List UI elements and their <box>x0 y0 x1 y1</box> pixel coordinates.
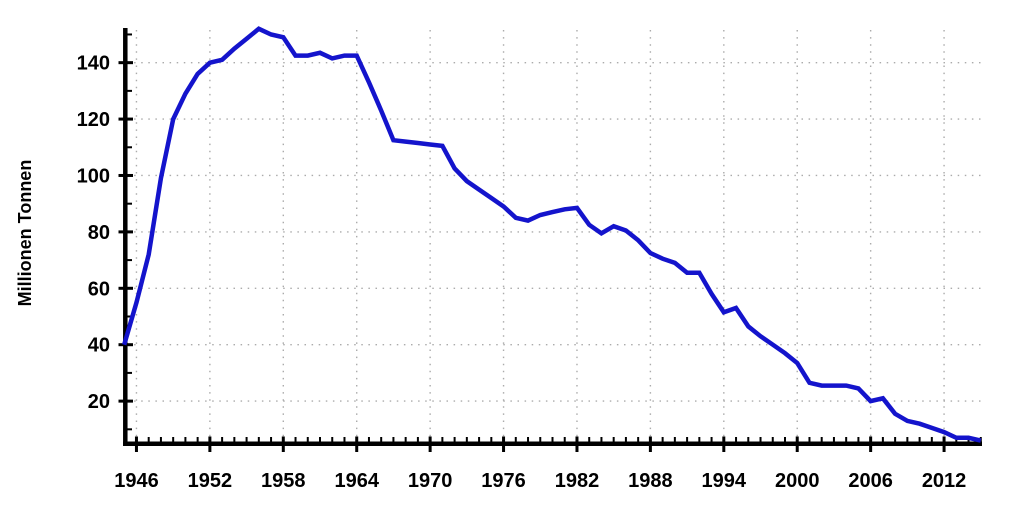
y-axis-title: Millionen Tonnen <box>15 160 35 307</box>
x-tick-label: 1988 <box>628 470 673 492</box>
x-tick-label: 1958 <box>261 470 306 492</box>
x-tick-label: 1994 <box>702 470 747 492</box>
y-tick-label: 140 <box>77 53 110 75</box>
x-tick-label: 1982 <box>555 470 600 492</box>
y-tick-label: 60 <box>88 278 110 300</box>
y-tick-label: 100 <box>77 165 110 187</box>
x-tick-label: 2000 <box>775 470 820 492</box>
data-series <box>122 26 982 443</box>
x-tick-label: 1976 <box>481 470 526 492</box>
y-tick-label: 120 <box>77 109 110 131</box>
x-tick-label: 1952 <box>188 470 233 492</box>
x-tick-label: 2006 <box>848 470 893 492</box>
y-tick-label: 80 <box>88 222 110 244</box>
axes <box>123 28 982 446</box>
x-tick-label: 1964 <box>334 470 379 492</box>
axis-ticks <box>118 33 982 452</box>
x-tick-label: 1970 <box>408 470 453 492</box>
grid <box>127 30 982 442</box>
x-tick-label: 2012 <box>922 470 967 492</box>
production-line <box>122 26 982 443</box>
x-tick-label: 1946 <box>114 470 159 492</box>
y-tick-label: 40 <box>88 335 110 357</box>
y-tick-label: 20 <box>88 391 110 413</box>
tick-labels: 20 40 60 80 100 120 140 1946 1952 1958 1964 1970 197… <box>77 53 967 492</box>
